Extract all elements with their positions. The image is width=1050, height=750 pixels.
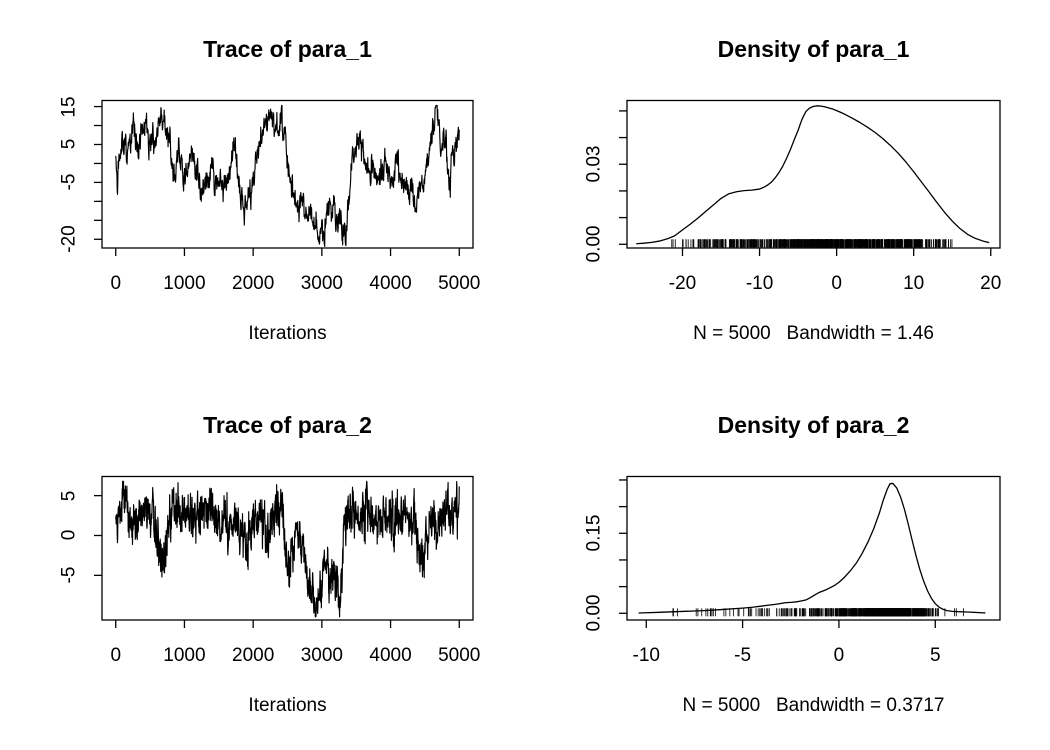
trace-line [115,104,460,248]
plot-box [626,99,1001,249]
x-axis [115,620,460,628]
y-axis [94,105,102,240]
density-curve [636,105,990,245]
y-axis [94,494,102,577]
panel-density-para-1 [619,99,1001,256]
plot-box [626,475,1001,621]
x-axis [681,248,992,256]
panel-density-para-2 [619,475,1001,628]
rug-marks [672,608,964,617]
plot-box [101,99,474,249]
panel-trace-para-1 [94,99,474,256]
trace-line [115,480,460,618]
y-axis [619,110,627,245]
y-axis [619,479,627,614]
panel-trace-para-2 [94,475,474,628]
density-curve [638,482,986,614]
x-axis [115,248,460,256]
rug-marks [671,239,953,248]
x-axis [645,620,936,628]
plot-box [101,475,474,621]
